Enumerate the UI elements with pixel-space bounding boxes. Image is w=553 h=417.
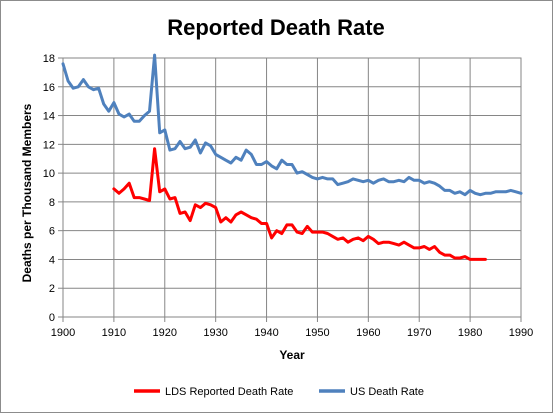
x-tick-label: 1970	[407, 327, 431, 339]
y-tick-label: 8	[49, 197, 55, 209]
plot-area-border	[62, 57, 522, 318]
y-tick-label: 4	[49, 254, 55, 266]
y-tick-label: 0	[49, 312, 55, 324]
x-tick-label: 1980	[458, 327, 482, 339]
x-axis-title: Year	[279, 348, 305, 362]
series-lines	[61, 53, 523, 261]
y-axis-title: Deaths per Thousand Members	[20, 103, 34, 282]
chart-title: Reported Death Rate	[167, 15, 385, 40]
y-tick-label: 2	[49, 283, 55, 295]
y-tick-label: 16	[43, 82, 55, 94]
x-tick-label: 1900	[51, 327, 75, 339]
series-line-1	[61, 53, 523, 197]
y-tick-label: 12	[43, 139, 55, 151]
x-tick-label: 1910	[102, 327, 126, 339]
x-tick-label: 1950	[305, 327, 329, 339]
y-axis-ticks: 0 2 4 6 8 10 12 14 16 18	[43, 53, 63, 324]
legend: LDS Reported Death Rate US Death Rate	[134, 386, 424, 398]
legend-label-0: LDS Reported Death Rate	[165, 386, 293, 398]
x-axis-ticks: 1900 1910 1920 1930 1940 1950 1960 1970 1980 1990	[51, 317, 533, 339]
x-tick-label: 1920	[153, 327, 177, 339]
legend-label-1: US Death Rate	[350, 386, 424, 398]
x-tick-label: 1930	[203, 327, 227, 339]
x-tick-label: 1990	[509, 327, 533, 339]
x-tick-label: 1940	[254, 327, 278, 339]
y-tick-label: 18	[43, 53, 55, 65]
y-tick-label: 10	[43, 168, 55, 180]
x-tick-label: 1960	[356, 327, 380, 339]
series-line-0	[112, 147, 487, 261]
y-tick-label: 14	[43, 111, 55, 123]
y-tick-label: 6	[49, 226, 55, 238]
